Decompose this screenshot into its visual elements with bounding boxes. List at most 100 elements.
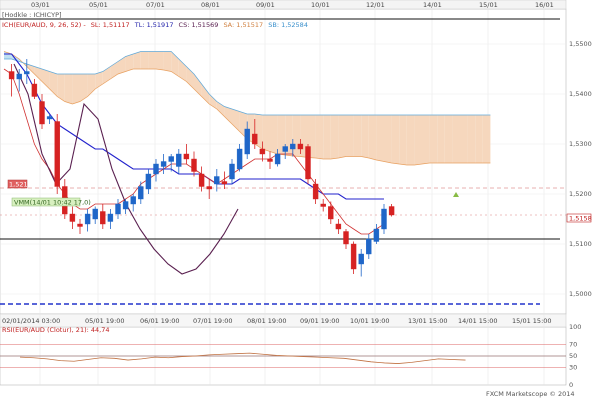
candle-body: [54, 121, 60, 187]
candle-body: [358, 253, 364, 265]
candle-body: [320, 203, 326, 207]
footer-credit: FXCM Marketscope © 2014: [486, 390, 575, 398]
candle-body: [373, 228, 380, 242]
rsi-tick-label: 30: [569, 364, 577, 372]
cloud-segment: [4, 51, 12, 59]
cloud-segment: [406, 115, 415, 165]
candle-body: [8, 71, 15, 80]
bottom-date-label: 15/01 15:00: [512, 317, 552, 325]
cloud-segment: [49, 71, 58, 97]
cloud-segment: [148, 51, 156, 69]
candle-body: [69, 213, 76, 222]
rsi-indicator: [0, 344, 566, 368]
rsi-tick-label: 70: [569, 340, 577, 348]
vmm-label: VMM(14/01 10:42 17,0): [14, 199, 91, 207]
indicator-legend: ICH(EUR/AUD, 9, 26, 52) - SL: 1,51117 TL…: [2, 21, 308, 29]
cloud-segment: [330, 115, 339, 159]
candle-body: [221, 181, 228, 185]
candle-body: [297, 143, 304, 150]
cloud-segment: [232, 109, 240, 132]
top-date-label: 15/01: [479, 1, 498, 9]
cloud-segment: [262, 115, 270, 152]
cloud-segment: [414, 115, 422, 165]
candle-body: [46, 116, 53, 120]
cloud-segment: [346, 115, 354, 157]
top-date-label: 14/01: [423, 1, 442, 9]
candle-body: [84, 213, 91, 225]
cloud-segment: [323, 115, 331, 159]
cloud-segment: [163, 51, 172, 72]
candle-body: [153, 163, 159, 175]
cloud-segment: [178, 59, 187, 82]
top-date-label: 12/01: [366, 1, 385, 9]
candle-body: [138, 186, 144, 200]
cloud-segment: [444, 115, 453, 163]
cloud-segment: [422, 115, 430, 164]
cloud-segment: [42, 69, 50, 89]
candle-body: [115, 203, 121, 215]
candle-body: [77, 223, 83, 227]
bottom-date-label: 05/01 19:00: [85, 317, 125, 325]
signal-arrow-icon: [453, 192, 459, 197]
horizontal-levels: [0, 18, 566, 305]
rsi-label: RSI(EUR/AUD (Clotur), 21): 44,74: [2, 326, 109, 334]
cloud-segment: [26, 64, 35, 74]
rsi-line: [19, 352, 466, 364]
bottom-date-bar: [0, 313, 567, 328]
candle-body: [31, 83, 38, 97]
candle-body: [183, 153, 190, 160]
cloud-segment: [399, 115, 407, 165]
cloud-segment: [64, 74, 73, 104]
cloud-segment: [353, 115, 362, 157]
candle-body: [366, 238, 372, 255]
top-date-label: 05/01: [89, 1, 108, 9]
indicator-name: ICH(EUR/AUD, 9, 26, 52) -: [2, 21, 86, 29]
bottom-date-label: 07/01 19:00: [193, 317, 233, 325]
cloud-segment: [201, 84, 210, 104]
candle-body: [328, 206, 334, 220]
price-tick-label: 1,5100: [569, 240, 592, 248]
candle-body: [168, 156, 174, 162]
axis-labels: 1,5500 1,5400 1,5300 1,5200 1,5100 1,5000 03/0…: [2, 1, 592, 389]
top-date-label: 08/01: [201, 1, 220, 9]
candle-body: [388, 206, 395, 216]
cloud-segment: [391, 115, 400, 164]
candle-body: [198, 173, 205, 187]
candle-body: [236, 148, 243, 170]
candle-body: [244, 128, 250, 155]
cloud-segment: [475, 115, 483, 163]
cloud-segment: [133, 51, 141, 69]
cloud-segment: [338, 115, 346, 158]
cloud-segment: [452, 115, 460, 163]
rsi-tick-label: 0: [569, 381, 573, 389]
cloud-segment: [292, 115, 301, 157]
candle-body: [160, 161, 167, 167]
cloud-segment: [460, 115, 468, 163]
cloud-segment: [110, 61, 118, 79]
candle-body: [107, 213, 114, 222]
cloud-segment: [156, 51, 164, 70]
vmm-badge: [11, 197, 81, 207]
bottom-date-label: 08/01 19:00: [247, 317, 287, 325]
candle-body: [206, 186, 212, 190]
current-price-badge: [566, 213, 592, 223]
rsi-tick-label: 100: [569, 323, 581, 331]
cloud-segment: [376, 115, 384, 162]
candle-body: [343, 231, 349, 245]
candle-body: [381, 208, 387, 230]
candle-body: [290, 143, 296, 150]
cloud-segment: [224, 106, 232, 124]
bottom-date-label: 14/01 15:00: [458, 317, 498, 325]
cloud-segment: [72, 74, 80, 104]
top-date-label: 03/01: [31, 1, 50, 9]
current-price-label: 1,5158: [569, 215, 592, 223]
top-date-label: 16/01: [535, 1, 554, 9]
legend-sl: SL: 1,51117: [91, 21, 130, 29]
candle-body: [312, 183, 319, 200]
candle-body: [274, 153, 281, 165]
price-tick-label: 1,5300: [569, 140, 592, 148]
candle-body: [145, 173, 152, 190]
candle-body: [24, 71, 30, 75]
price-tick-label: 1,5200: [569, 190, 592, 198]
